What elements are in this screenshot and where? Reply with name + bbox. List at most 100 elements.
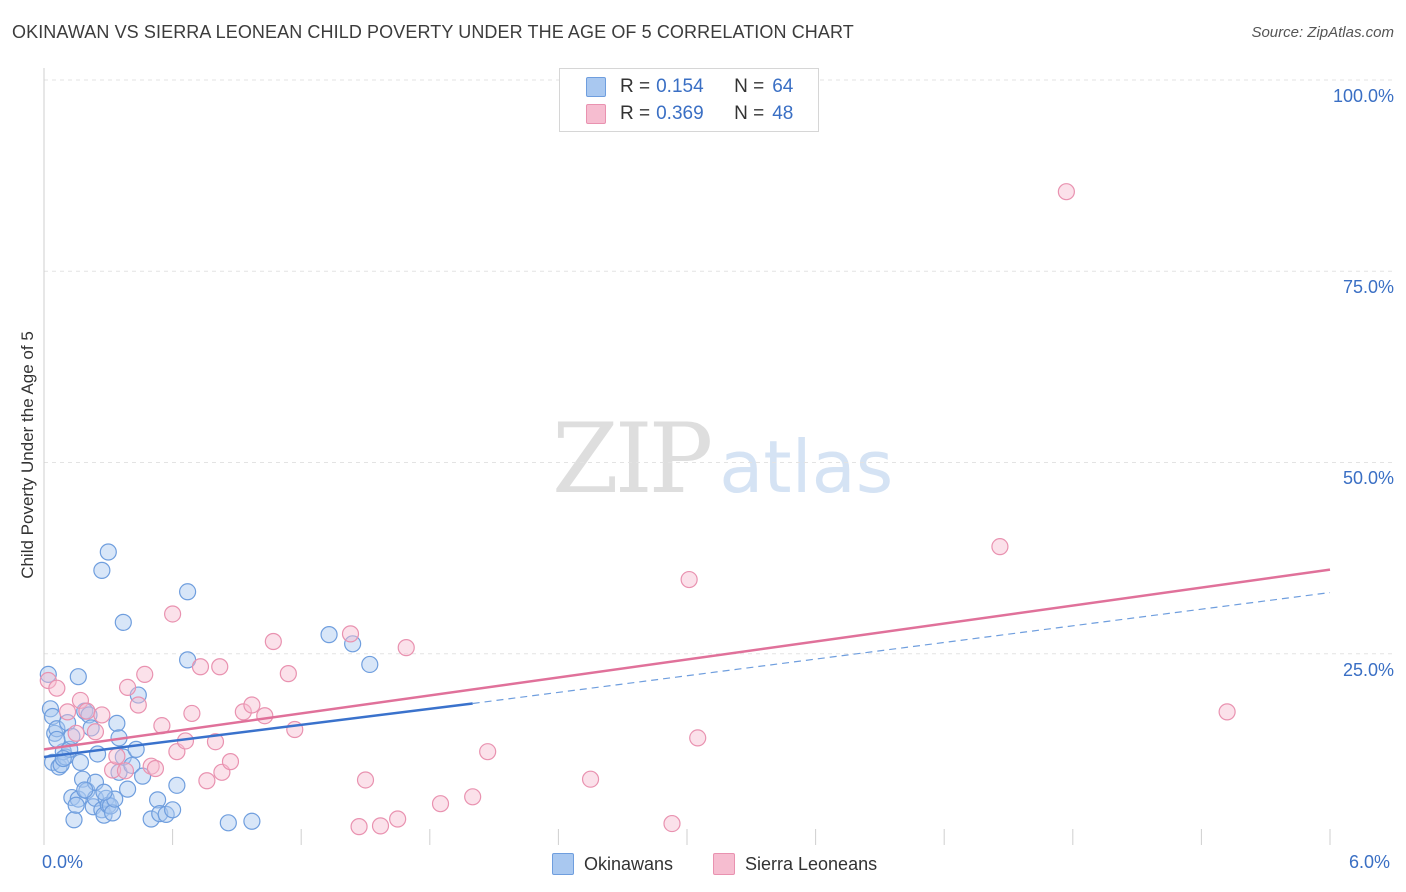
sierra-leonean-point: [1057, 183, 1075, 201]
sierra-leonean-point: [581, 770, 600, 788]
sierra-leonean-point: [663, 814, 681, 833]
watermark-zip: ZIP: [552, 403, 713, 515]
legend-r-label: R =: [620, 103, 651, 124]
sierra-leonean-point: [116, 762, 135, 780]
okinawan-point: [48, 730, 66, 749]
y-tick-label-50: 50.0%: [1342, 468, 1394, 488]
legend-r-value: 0.154: [656, 76, 704, 97]
okinawan-point: [71, 753, 90, 771]
sierra-leonean-point: [93, 706, 111, 724]
okinawan-point: [88, 745, 107, 763]
okinawan-point: [103, 804, 122, 822]
sierra-leonean-point: [689, 729, 707, 747]
legend-n-label: N =: [734, 103, 765, 124]
sierra-leonean-trend-line: [43, 568, 1331, 751]
okinawan-point: [76, 781, 94, 799]
sierra-leonean-point: [78, 702, 96, 720]
watermark: ZIP atlas: [552, 403, 893, 515]
okinawan-point: [99, 543, 117, 561]
okinawan-point: [95, 783, 113, 801]
legend-n-value: 48: [772, 103, 794, 124]
sierra-leonean-point: [71, 691, 90, 710]
sierra-leonean-point: [431, 795, 450, 813]
y-tick-label-100: 100.0%: [1332, 86, 1394, 106]
source-label: Source: ZipAtlas.com: [1251, 24, 1394, 41]
sierra-leonean-point: [680, 570, 698, 589]
sierra-leonean-point: [48, 679, 66, 697]
sierra-leonean-point: [1218, 703, 1236, 721]
sierra-leonean-point: [221, 753, 240, 771]
legend-row-sierra-leoneans: R = 0.369 N = 48: [586, 101, 793, 127]
bottom-legend-sierra-leoneans: Sierra Leoneans: [713, 852, 877, 876]
okinawan-point: [39, 665, 57, 684]
legend-r-label: R =: [620, 76, 651, 97]
sierra-leonean-point: [67, 724, 85, 742]
sierra-leonean-point: [341, 625, 360, 643]
sierra-leonean-point: [234, 703, 252, 721]
sierra-leonean-point: [108, 747, 126, 765]
bottom-legend-okinawans: Okinawans: [552, 852, 673, 876]
sierra-leonean-point: [479, 743, 497, 761]
okinawan-point: [164, 801, 182, 819]
okinawan-point: [179, 583, 197, 601]
sierra-leonean-point: [129, 696, 147, 714]
sierra-leonean-point: [211, 658, 229, 676]
okinawan-point: [118, 780, 137, 798]
legend-swatch-okinawans: [586, 77, 606, 97]
sierra-leonean-point: [183, 704, 201, 723]
okinawan-point: [148, 791, 167, 809]
okinawan-point: [320, 626, 338, 644]
okinawan-point: [106, 790, 124, 808]
sierra-leonean-point: [356, 771, 375, 789]
okinawan-point: [219, 814, 237, 832]
sierra-leonean-point: [389, 810, 407, 828]
sierra-leonean-point: [264, 632, 282, 651]
okinawan-trend-line-extension: [472, 591, 1331, 705]
y-tick-label-25: 25.0%: [1342, 660, 1394, 680]
y-tick-label-75: 75.0%: [1342, 277, 1394, 297]
bottom-legend-swatch-sierra-leoneans: [713, 853, 735, 875]
legend-n-value: 64: [772, 76, 794, 97]
sierra-leonean-point: [991, 538, 1009, 556]
watermark-atlas: atlas: [719, 425, 894, 509]
sierra-leonean-point: [256, 707, 274, 725]
sierra-leonean-point: [206, 733, 225, 751]
sierra-leonean-point: [191, 658, 210, 676]
okinawan-point: [151, 805, 169, 823]
okinawan-point: [361, 655, 379, 674]
legend-swatch-sierra-leoneans: [586, 104, 606, 124]
okinawan-point: [168, 776, 186, 794]
sierra-leonean-point: [279, 665, 297, 683]
sierra-leonean-point: [146, 759, 165, 778]
x-tick-label-0: 0.0%: [42, 852, 84, 872]
sierra-leonean-point: [118, 678, 137, 697]
sierra-leonean-point: [103, 761, 122, 779]
okinawan-point: [108, 714, 126, 732]
legend-r-value: 0.369: [656, 103, 704, 124]
legend-row-okinawans: R = 0.154 N = 64: [586, 74, 793, 100]
bottom-legend-label-sierra-leoneans: Sierra Leoneans: [745, 853, 878, 874]
bottom-legend-swatch-okinawans: [552, 853, 574, 875]
okinawan-point: [93, 561, 111, 579]
sierra-leonean-point: [397, 639, 415, 657]
sierra-leonean-point: [243, 696, 261, 714]
sierra-leonean-point: [164, 605, 182, 623]
okinawan-point: [65, 811, 83, 829]
okinawan-point: [243, 812, 261, 830]
sierra-leonean-point: [198, 772, 216, 790]
legend-n-label: N =: [734, 76, 765, 97]
bottom-legend-label-okinawans: Okinawans: [584, 853, 674, 874]
correlation-legend: R = 0.154 N = 64 R = 0.369 N = 48: [559, 68, 819, 132]
sierra-leonean-point: [464, 788, 482, 806]
okinawan-point: [67, 796, 85, 814]
sierra-leonean-point: [136, 665, 154, 684]
okinawan-point: [69, 668, 87, 686]
chart-title: OKINAWAN VS SIERRA LEONEAN CHILD POVERTY…: [12, 22, 854, 42]
sierra-leonean-point: [86, 723, 105, 741]
sierra-leonean-point: [371, 817, 390, 835]
okinawan-trend-line: [43, 702, 473, 759]
sierra-leonean-point: [58, 703, 77, 721]
sierra-leonean-point: [350, 818, 368, 836]
x-tick-label-6: 6.0%: [1349, 852, 1391, 872]
